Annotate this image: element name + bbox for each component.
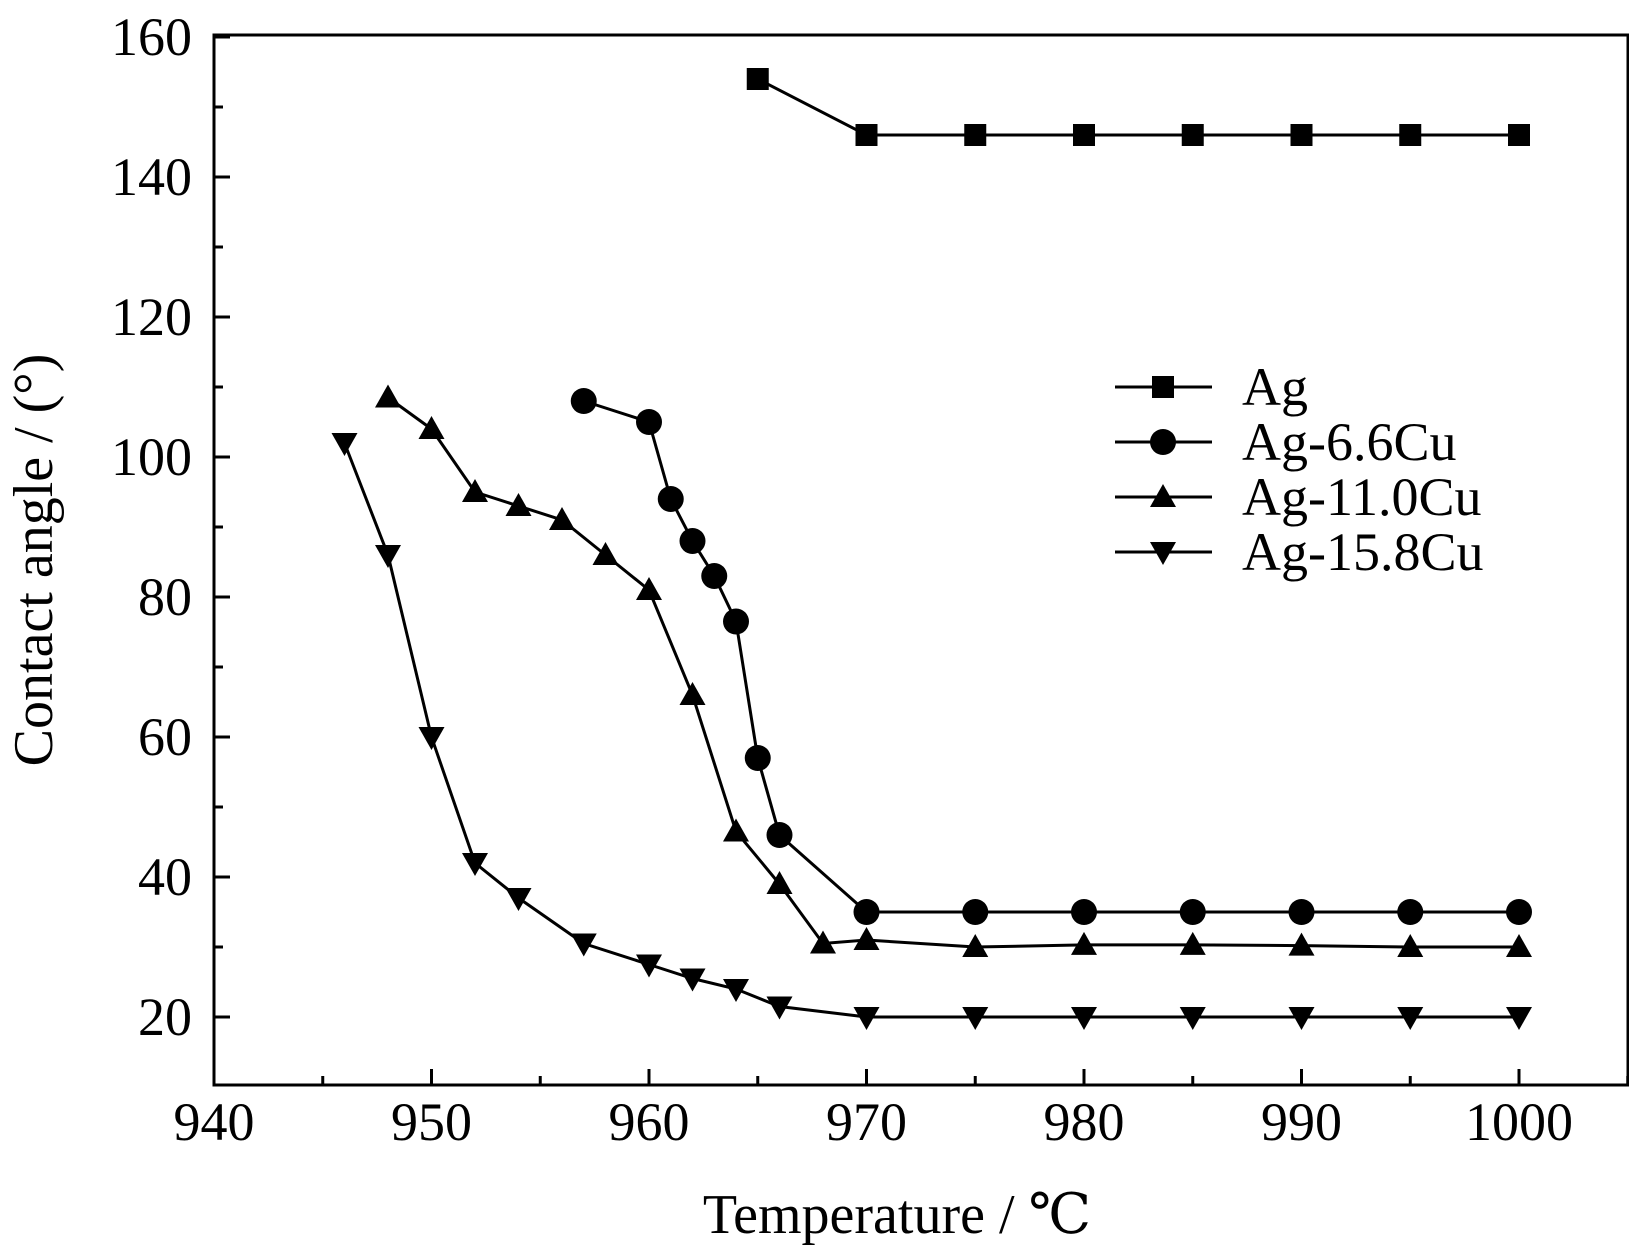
data-point xyxy=(1073,124,1095,146)
data-point xyxy=(636,954,662,978)
data-point xyxy=(331,433,358,456)
data-point xyxy=(1288,932,1315,956)
y-tick-label: 40 xyxy=(138,847,192,907)
data-point xyxy=(723,818,749,842)
legend-label: Ag-15.8Cu xyxy=(1242,522,1484,582)
data-point xyxy=(375,384,401,408)
data-point xyxy=(375,545,401,568)
x-tick-label: 980 xyxy=(1044,1092,1125,1152)
data-point xyxy=(855,124,878,146)
data-point xyxy=(1506,899,1532,925)
data-point xyxy=(1179,899,1206,925)
data-point xyxy=(723,979,749,1002)
legend-marker xyxy=(1150,429,1176,455)
y-tick-label: 80 xyxy=(138,567,192,627)
x-tick-label: 940 xyxy=(174,1092,255,1152)
x-tick-label: 970 xyxy=(826,1092,907,1152)
data-point xyxy=(418,416,445,439)
data-point xyxy=(418,727,445,750)
data-point xyxy=(1506,1007,1532,1030)
data-point xyxy=(853,927,880,950)
x-tick-label: 990 xyxy=(1261,1092,1342,1152)
data-point xyxy=(636,409,662,435)
y-axis-title: Contact angle / (°) xyxy=(3,354,65,767)
data-point xyxy=(679,528,706,554)
legend-label: Ag xyxy=(1242,357,1308,417)
y-tick-label: 60 xyxy=(138,707,192,767)
data-point xyxy=(679,682,706,705)
data-point xyxy=(462,479,488,502)
legend-marker xyxy=(1150,484,1176,507)
data-point xyxy=(701,563,728,589)
data-point xyxy=(1399,124,1422,146)
legend-label: Ag-11.0Cu xyxy=(1242,467,1482,527)
data-point xyxy=(1179,1007,1206,1030)
data-point xyxy=(964,124,987,146)
data-point xyxy=(636,577,662,600)
data-point xyxy=(549,507,575,530)
data-point xyxy=(766,871,793,894)
data-point xyxy=(766,996,793,1020)
series-markers xyxy=(331,68,1532,1030)
y-tick-label: 120 xyxy=(111,287,192,347)
y-tick-label: 160 xyxy=(111,7,192,67)
x-axis-title: Temperature / ℃ xyxy=(703,1184,1091,1246)
data-point xyxy=(1288,1007,1315,1030)
data-point xyxy=(1071,899,1097,925)
data-point xyxy=(1506,934,1532,957)
data-point xyxy=(592,542,619,565)
data-point xyxy=(1290,124,1313,146)
series-line xyxy=(757,77,1519,137)
data-point xyxy=(462,853,488,876)
data-point xyxy=(746,68,769,90)
y-tick-label: 100 xyxy=(111,427,192,487)
x-tick-label: 1000 xyxy=(1465,1092,1573,1152)
y-tick-label: 20 xyxy=(138,987,192,1047)
tick-labels: 940 950 960 970 980 990 1000 20 40 60 80 100 120 140 1… xyxy=(111,7,1573,1152)
data-point xyxy=(744,745,771,771)
x-tick-label: 960 xyxy=(609,1092,690,1152)
data-point xyxy=(505,888,532,911)
data-point xyxy=(1508,124,1530,146)
data-point xyxy=(505,493,532,516)
data-point xyxy=(1397,934,1424,957)
data-point xyxy=(962,934,989,957)
data-point xyxy=(1397,899,1424,925)
data-point xyxy=(1179,931,1206,955)
data-point xyxy=(853,899,880,925)
series-line xyxy=(387,396,1519,949)
data-point xyxy=(570,388,597,414)
data-point xyxy=(1071,931,1097,955)
y-tick-label: 140 xyxy=(111,147,192,207)
legend-label: Ag-6.6Cu xyxy=(1242,412,1457,472)
data-point xyxy=(1288,899,1315,925)
plot-frame xyxy=(212,33,1629,1087)
data-point xyxy=(766,822,793,848)
data-point xyxy=(1181,124,1204,146)
data-point xyxy=(723,608,749,635)
data-point xyxy=(810,930,836,954)
data-point xyxy=(657,486,684,512)
legend-marker xyxy=(1150,542,1176,565)
data-point xyxy=(1397,1007,1424,1030)
data-point xyxy=(1071,1007,1097,1030)
x-tick-label: 950 xyxy=(391,1092,472,1152)
data-point xyxy=(853,1007,880,1030)
axis-ticks xyxy=(212,35,1629,1085)
data-point xyxy=(962,1007,989,1030)
data-point xyxy=(962,899,989,925)
data-point xyxy=(570,933,597,957)
legend-marker xyxy=(1152,376,1174,398)
data-point xyxy=(679,968,706,992)
